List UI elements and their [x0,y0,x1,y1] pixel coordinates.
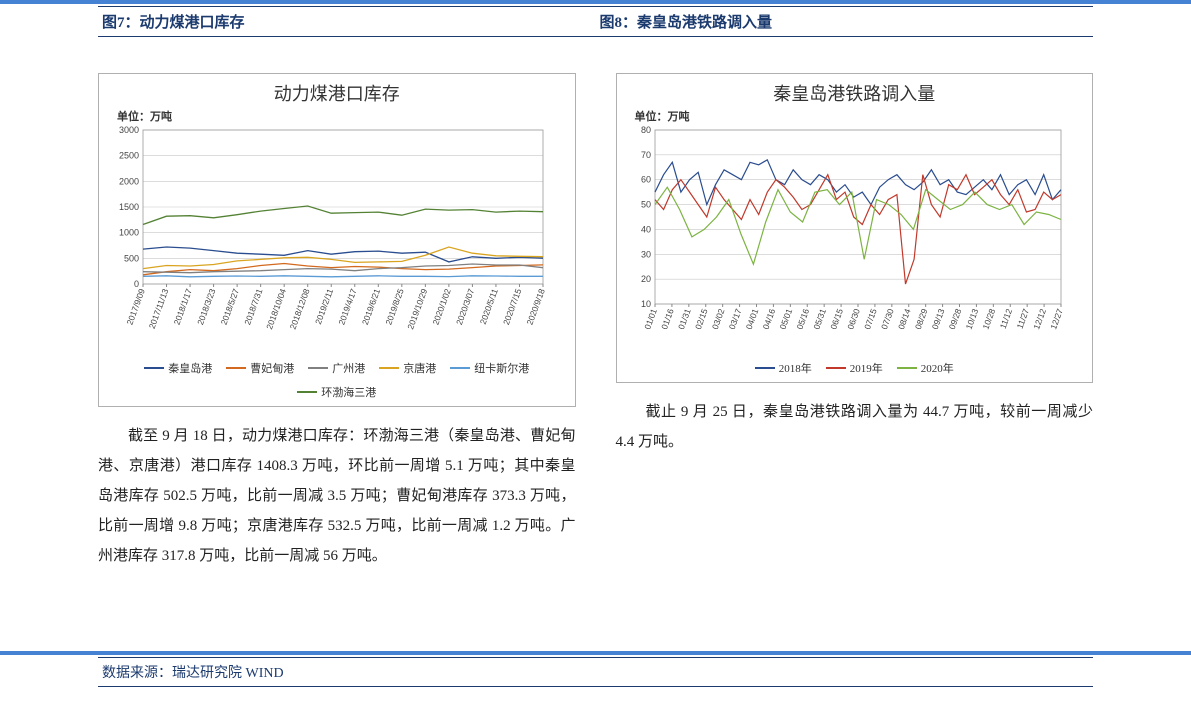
legend-swatch [226,367,246,369]
svg-text:07/30: 07/30 [879,307,896,331]
svg-text:2018/3/23: 2018/3/23 [195,287,217,326]
chart7-container: 动力煤港口库存 单位：万吨 05001000150020002500300020… [98,73,576,407]
chart8-unit: 单位：万吨 [635,108,1083,124]
svg-text:09/13: 09/13 [929,307,946,331]
svg-text:05/31: 05/31 [811,307,828,331]
svg-text:03/17: 03/17 [726,307,743,331]
legend-item: 2018年 [755,360,812,376]
svg-text:2017/9/09: 2017/9/09 [125,287,147,326]
svg-text:50: 50 [640,200,650,210]
svg-text:08/29: 08/29 [912,307,929,331]
svg-text:2020/5/11: 2020/5/11 [478,287,500,326]
figure-header-row: 图7：动力煤港口库存 图8：秦皇岛港铁路调入量 [98,6,1093,37]
svg-text:2018/7/31: 2018/7/31 [242,287,264,326]
legend-item: 环渤海三港 [297,384,376,400]
legend-label: 广州港 [332,360,365,376]
chart8-container: 秦皇岛港铁路调入量 单位：万吨 102030405060708001/0101/… [616,73,1094,383]
chart8-title: 秦皇岛港铁路调入量 [627,80,1083,106]
svg-text:2019/8/25: 2019/8/25 [383,287,405,326]
svg-text:2020/3/07: 2020/3/07 [454,287,476,326]
svg-text:60: 60 [640,175,650,185]
chart8-legend: 2018年 2019年 2020年 [627,360,1083,376]
legend-swatch [450,367,470,369]
legend-swatch [379,367,399,369]
legend-item: 秦皇岛港 [144,360,212,376]
legend-label: 曹妃甸港 [250,360,294,376]
svg-text:3000: 3000 [119,126,139,135]
svg-text:500: 500 [124,253,139,263]
legend-label: 2019年 [850,360,883,376]
svg-text:2017/11/13: 2017/11/13 [147,287,171,330]
svg-text:2019/4/17: 2019/4/17 [336,287,358,326]
svg-text:05/16: 05/16 [794,307,811,331]
data-source: 数据来源：瑞达研究院 WIND [98,657,1093,687]
svg-text:12/12: 12/12 [1031,307,1048,331]
svg-text:2018/10/04: 2018/10/04 [264,287,288,331]
chart7-description: 截至 9 月 18 日，动力煤港口库存：环渤海三港（秦皇岛港、曹妃甸港、京唐港）… [98,421,576,571]
chart7-legend: 秦皇岛港 曹妃甸港 广州港 京唐港 纽卡斯尔港环渤海三港 [109,360,565,400]
legend-item: 2020年 [897,360,954,376]
chart7-unit: 单位：万吨 [117,108,565,124]
svg-text:70: 70 [640,150,650,160]
legend-label: 秦皇岛港 [168,360,212,376]
svg-text:01/16: 01/16 [659,307,676,331]
svg-text:2018/12/08: 2018/12/08 [288,287,312,331]
legend-swatch [144,367,164,369]
svg-text:10/13: 10/13 [963,307,980,331]
svg-text:2500: 2500 [119,151,139,161]
svg-text:04/16: 04/16 [760,307,777,331]
legend-label: 2020年 [921,360,954,376]
legend-swatch [826,367,846,369]
svg-text:2019/2/11: 2019/2/11 [313,287,335,326]
chart8-description: 截止 9 月 25 日，秦皇岛港铁路调入量为 44.7 万吨，较前一周减少 4.… [616,397,1094,457]
legend-item: 纽卡斯尔港 [450,360,529,376]
svg-text:2020/1/02: 2020/1/02 [430,287,452,326]
figure7-caption: 图7：动力煤港口库存 [98,11,596,32]
svg-text:11/12: 11/12 [997,307,1014,330]
legend-label: 2018年 [779,360,812,376]
svg-text:80: 80 [640,126,650,135]
svg-text:1000: 1000 [119,228,139,238]
legend-item: 曹妃甸港 [226,360,294,376]
legend-swatch [308,367,328,369]
svg-text:10/28: 10/28 [980,307,997,331]
svg-text:20: 20 [640,274,650,284]
chart7-plot: 0500100015002000250030002017/9/092017/11… [109,126,549,356]
svg-text:2019/10/29: 2019/10/29 [405,287,429,331]
chart7-title: 动力煤港口库存 [109,80,565,106]
svg-text:2000: 2000 [119,176,139,186]
svg-text:2018/5/27: 2018/5/27 [219,287,241,326]
svg-text:08/14: 08/14 [895,307,912,331]
legend-item: 广州港 [308,360,365,376]
svg-text:02/15: 02/15 [692,307,709,331]
svg-text:1500: 1500 [119,202,139,212]
legend-swatch [755,367,775,369]
svg-text:40: 40 [640,224,650,234]
legend-label: 纽卡斯尔港 [474,360,529,376]
legend-label: 京唐港 [403,360,436,376]
svg-text:04/01: 04/01 [743,307,760,331]
svg-text:11/27: 11/27 [1014,307,1031,330]
svg-text:01/31: 01/31 [676,307,693,331]
legend-swatch [297,391,317,393]
svg-text:30: 30 [640,249,650,259]
svg-text:07/15: 07/15 [862,307,879,331]
legend-item: 京唐港 [379,360,436,376]
svg-text:09/28: 09/28 [946,307,963,331]
svg-text:03/02: 03/02 [709,307,726,331]
legend-label: 环渤海三港 [321,384,376,400]
svg-text:2018/1/17: 2018/1/17 [172,287,194,326]
chart8-plot: 102030405060708001/0101/1601/3102/1503/0… [627,126,1067,356]
svg-text:2020/7/15: 2020/7/15 [501,287,523,326]
svg-text:12/27: 12/27 [1048,307,1065,331]
svg-text:01/01: 01/01 [642,307,659,331]
svg-text:2019/6/21: 2019/6/21 [360,287,382,326]
svg-text:06/30: 06/30 [845,307,862,331]
svg-text:05/01: 05/01 [777,307,794,331]
figure8-caption: 图8：秦皇岛港铁路调入量 [596,11,1094,32]
legend-item: 2019年 [826,360,883,376]
svg-text:06/15: 06/15 [828,307,845,331]
svg-text:2020/9/18: 2020/9/18 [525,287,547,326]
legend-swatch [897,367,917,369]
